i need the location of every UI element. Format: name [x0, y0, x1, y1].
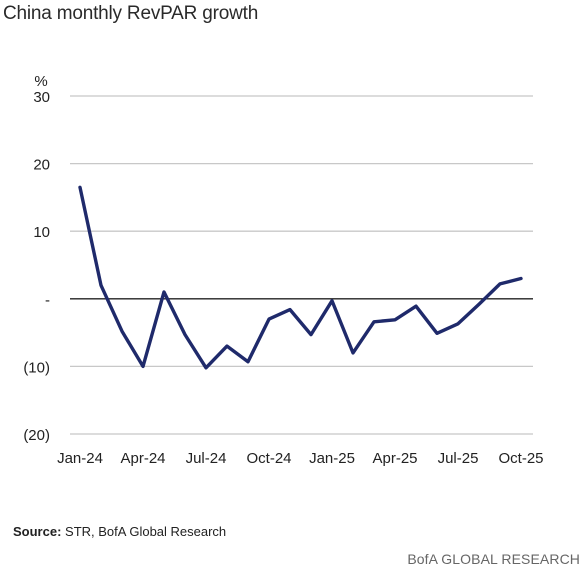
y-tick-labels: 30 20 10 - (10) (20) — [23, 89, 50, 444]
x-tick-label: Jan-25 — [309, 450, 355, 467]
grid-layer — [70, 95, 533, 435]
x-tick-label: Oct-25 — [498, 450, 543, 467]
x-tick-label: Jul-25 — [438, 450, 479, 467]
x-tick-label: Apr-24 — [120, 450, 165, 467]
x-tick-label: Oct-24 — [246, 450, 291, 467]
y-tick-label: 30 — [33, 89, 50, 106]
source-text: STR, BofA Global Research — [65, 524, 227, 539]
x-tick-label: Apr-25 — [372, 450, 417, 467]
chart-title: China monthly RevPAR growth — [3, 3, 259, 24]
y-tick-label: - — [45, 292, 50, 309]
source-note: Source: STR, BofA Global Research — [13, 524, 226, 539]
x-tick-label: Jul-24 — [186, 450, 227, 467]
y-unit-label: % — [34, 73, 47, 90]
y-tick-label: (20) — [23, 427, 50, 444]
x-tick-labels: Jan-24 Apr-24 Jul-24 Oct-24 Jan-25 Apr-25 Jul-… — [57, 450, 543, 467]
series-line — [78, 185, 523, 370]
source-label: Source: — [13, 524, 62, 539]
brand-label: BofA GLOBAL RESEARCH — [407, 551, 580, 567]
series-layer — [78, 185, 523, 370]
line-chart: 30 20 10 - (10) (20) Jan-24 Apr-24 Jul-24 Oct-24… — [23, 73, 543, 467]
y-tick-label: 10 — [33, 224, 50, 241]
y-tick-label: (10) — [23, 359, 50, 376]
y-tick-label: 20 — [33, 157, 50, 174]
x-tick-label: Jan-24 — [57, 450, 103, 467]
